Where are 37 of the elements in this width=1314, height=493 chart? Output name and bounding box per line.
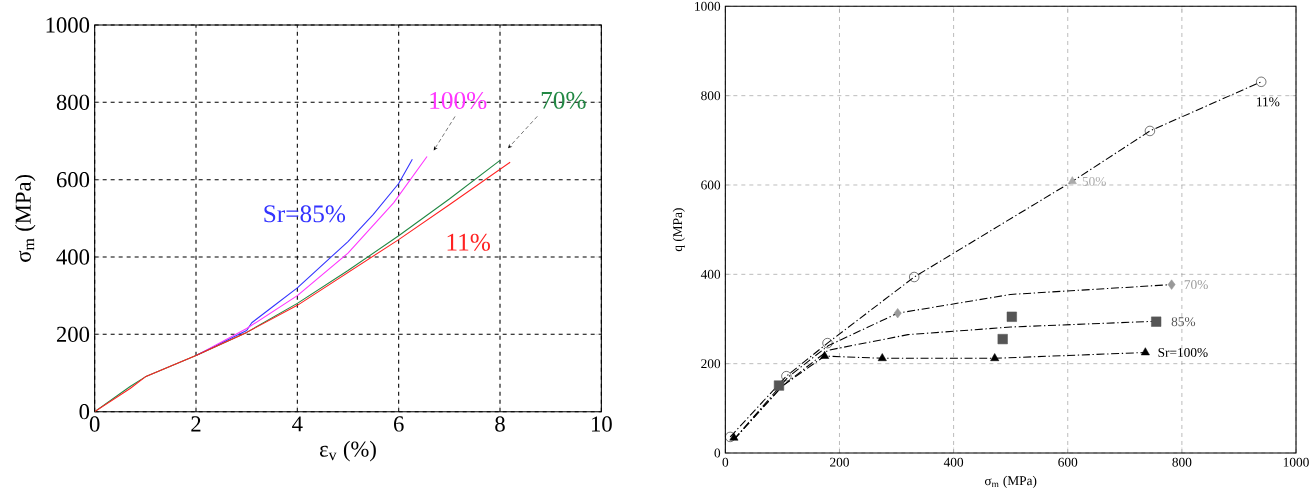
y-tick-label: 600 [701,180,721,190]
y-tick-label: 1000 [46,17,90,33]
y-tick-label: 200 [701,359,721,369]
x-axis-title: σ$_{m}$ (MPa) [984,475,1037,488]
x-axis-title: ε$_{v}$ (%) [320,440,376,462]
y-tick-label: 400 [56,249,90,265]
series-label: 85% [1171,317,1196,327]
y-tick-label: 0 [714,448,721,458]
series-label: 11% [447,233,491,251]
x-tick-label: 6 [393,416,404,432]
y-tick-label: 0 [79,404,90,420]
y-axis-title: σ$_{m}$ (MPa) [14,174,36,262]
y-tick-label: 400 [700,269,721,279]
text: 70% [541,91,586,109]
series-label: Sr=85% [264,205,346,223]
x-tick-label: 0 [89,416,100,432]
series-label: 50% [1082,176,1106,186]
x-tick-label: 10 [591,416,612,432]
series-label: 11% [1257,97,1280,107]
x-tick-label: 1000 [1283,457,1309,467]
y-axis-title: q (MPa) [672,208,685,252]
x-tick-label: 600 [1058,457,1078,467]
y-tick-label: 600 [56,172,90,188]
y-tick-label: 800 [56,94,90,110]
x-tick-label: 800 [1172,457,1192,467]
y-tick-label: 200 [56,326,90,342]
x-tick-label: 4 [292,416,303,432]
series-label: 70% [1184,280,1208,290]
y-tick-label: 800 [701,91,721,101]
x-tick-label: 200 [830,457,849,467]
x-tick-label: 0 [722,457,729,467]
y-tick-label: 1000 [695,1,721,11]
series-label: Sr=100% [1158,347,1208,358]
series-label: 100% [430,91,487,110]
x-tick-label: 400 [943,457,964,467]
x-tick-label: 2 [191,416,201,432]
x-tick-label: 8 [495,416,505,432]
